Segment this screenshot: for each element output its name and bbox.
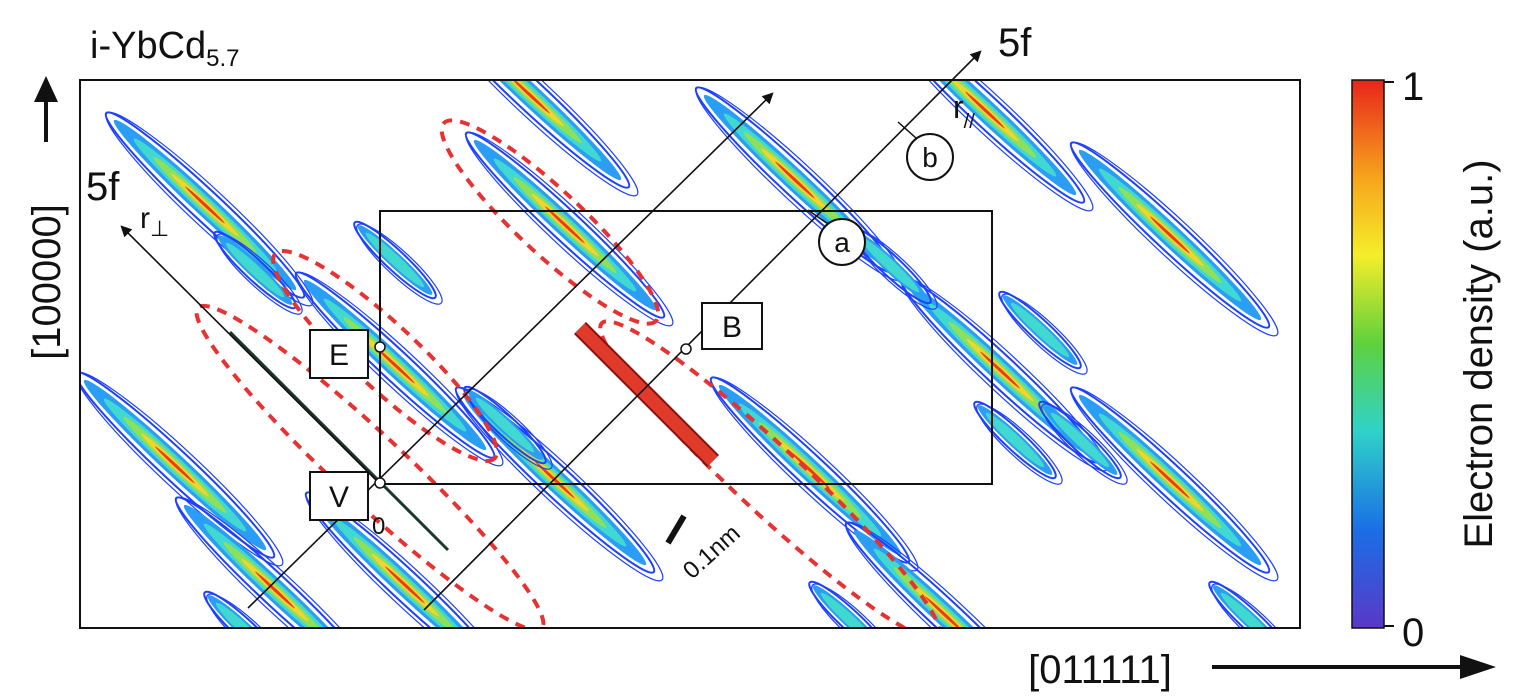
colorbar-gradient — [1351, 79, 1385, 629]
density-blob — [463, 385, 553, 470]
point-b: b — [897, 121, 954, 181]
density-blob — [429, 80, 639, 197]
density-blob — [973, 400, 1063, 485]
point-B-label: B — [722, 311, 742, 344]
density-blob — [844, 521, 1054, 628]
origin-label: 0 — [372, 513, 385, 540]
density-blob — [1038, 400, 1128, 485]
density-blob — [998, 290, 1088, 375]
horizontal-direction-label: [011111] — [1028, 648, 1172, 692]
density-blob — [1069, 386, 1279, 582]
point-E: E — [309, 329, 386, 379]
five-f-axis-left — [247, 92, 774, 609]
five-f-top-label: 5f — [998, 21, 1032, 65]
vertical-direction-label: [100000] — [25, 204, 69, 360]
density-blob — [1069, 141, 1279, 337]
colorbar-title: Electron density (a.u.) — [1457, 159, 1501, 548]
density-blob — [174, 496, 384, 628]
point-B: B — [680, 302, 763, 355]
plot-area: 0.1nm — [79, 50, 1301, 629]
density-blob — [464, 131, 674, 327]
r-parallel-label: r// — [953, 89, 975, 133]
plot-frame — [79, 79, 1301, 629]
figure-title: i-YbCd5.7 — [90, 25, 240, 72]
five-f-left-label: 5f — [86, 165, 120, 209]
colorbar: 1 0 Electron density (a.u.) — [1351, 65, 1501, 655]
density-blob — [203, 590, 293, 628]
horizontal-direction-axis: [011111] — [1028, 648, 1496, 692]
vertical-direction-axis: [100000] — [25, 76, 69, 360]
density-blob — [104, 111, 314, 307]
colorbar-min-label: 0 — [1402, 611, 1424, 655]
horizontal-direction-arrowhead — [1460, 655, 1496, 679]
point-V: V — [309, 471, 386, 521]
colorbar-max-label: 1 — [1402, 65, 1424, 109]
point-E-label: E — [329, 339, 349, 372]
point-b-label: b — [922, 142, 938, 173]
density-blob — [709, 376, 919, 572]
r-perp-axis — [120, 225, 381, 485]
density-contours — [80, 80, 1298, 628]
point-V-label: V — [329, 481, 349, 514]
red-bar-fill — [575, 323, 718, 466]
highlight-region-right — [598, 319, 942, 628]
density-blob — [884, 80, 1094, 212]
scale-bar — [665, 514, 687, 545]
point-a: a — [807, 209, 866, 266]
highlight-region-top — [439, 118, 661, 326]
highlight-region-left-small — [271, 249, 499, 463]
vertical-direction-arrowhead — [34, 76, 58, 102]
r-perp-label: r⊥ — [140, 202, 169, 241]
density-blob — [80, 371, 284, 567]
point-a-label: a — [834, 227, 850, 258]
projection-line — [228, 330, 450, 552]
